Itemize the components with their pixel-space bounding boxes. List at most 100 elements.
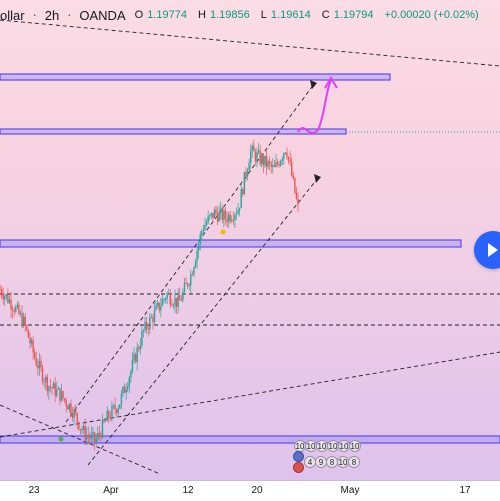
candle-body bbox=[190, 274, 192, 286]
candle-body bbox=[231, 219, 233, 222]
candle-body bbox=[49, 386, 52, 388]
candle-body bbox=[186, 283, 189, 287]
candle-body bbox=[92, 432, 94, 435]
candle-body bbox=[168, 292, 170, 294]
event-badge[interactable]: 8 bbox=[348, 456, 360, 468]
candle-body bbox=[295, 192, 298, 199]
symbol-name[interactable]: ollar bbox=[0, 7, 25, 23]
candle-body bbox=[261, 155, 263, 164]
time-tick: 20 bbox=[251, 485, 263, 496]
candle-body bbox=[279, 161, 282, 166]
candle-body bbox=[223, 210, 225, 221]
candle-body bbox=[276, 162, 279, 164]
channel-upper[interactable] bbox=[65, 83, 315, 423]
close-value: 1.19794 bbox=[333, 9, 374, 21]
goto-realtime-button[interactable] bbox=[474, 231, 500, 269]
candle-body bbox=[153, 309, 156, 322]
candle-body bbox=[10, 299, 12, 310]
broker-label: OANDA bbox=[79, 7, 126, 23]
candle-body bbox=[158, 302, 160, 311]
trendline-downslope[interactable] bbox=[0, 404, 161, 475]
candle-body bbox=[179, 295, 181, 301]
candle-body bbox=[289, 159, 291, 163]
candle-body bbox=[294, 177, 296, 193]
candle-body bbox=[238, 207, 241, 211]
candle-body bbox=[37, 365, 39, 369]
candle-body bbox=[267, 161, 269, 167]
flag-us-icon[interactable] bbox=[293, 462, 304, 473]
candle-body bbox=[89, 436, 91, 439]
time-tick: 17 bbox=[459, 485, 471, 496]
candle-body bbox=[275, 162, 277, 167]
candle-body bbox=[253, 145, 255, 152]
channel-lower[interactable] bbox=[87, 177, 319, 466]
zone-rect-upper[interactable] bbox=[0, 128, 347, 135]
candle-body bbox=[45, 376, 47, 382]
candle-body bbox=[74, 409, 77, 414]
candle-body bbox=[161, 299, 164, 306]
play-arrow-icon bbox=[488, 243, 498, 257]
candle-body bbox=[226, 218, 228, 223]
candle-body bbox=[205, 222, 208, 226]
candle-body bbox=[243, 171, 246, 195]
projection-path[interactable] bbox=[297, 79, 332, 134]
flag-eu-icon[interactable] bbox=[293, 451, 304, 462]
candle-body bbox=[112, 405, 115, 407]
time-axis[interactable]: 23 Apr 12 20 May 17 bbox=[0, 480, 500, 501]
candle-body bbox=[248, 163, 250, 171]
chart-pane[interactable] bbox=[0, 0, 500, 480]
channel-lower-arrow bbox=[314, 174, 321, 183]
candle-body bbox=[63, 398, 66, 401]
zone-rect-bottom[interactable] bbox=[0, 435, 500, 444]
candle-body bbox=[133, 354, 135, 361]
candle-body bbox=[22, 316, 25, 327]
interval-label[interactable]: 2h bbox=[44, 7, 60, 23]
candle-body bbox=[7, 294, 9, 303]
candle-body bbox=[207, 216, 209, 223]
candle-body bbox=[242, 188, 244, 195]
candle-body bbox=[114, 405, 116, 410]
candle-body bbox=[204, 225, 206, 231]
candle-body bbox=[11, 309, 14, 311]
candle-body bbox=[194, 261, 197, 268]
candle-body bbox=[122, 386, 124, 394]
candle-body bbox=[234, 214, 236, 220]
candle-body bbox=[196, 250, 198, 262]
zone-rect-middle[interactable] bbox=[0, 239, 462, 248]
high-label: H bbox=[198, 9, 206, 21]
candle-body bbox=[246, 170, 249, 177]
time-tick: Apr bbox=[103, 485, 119, 496]
candle-body bbox=[27, 329, 30, 338]
candle-body bbox=[268, 161, 271, 164]
candle-body bbox=[18, 304, 20, 314]
candle-body bbox=[120, 393, 123, 405]
candle-body bbox=[232, 219, 235, 221]
candle-body bbox=[142, 330, 145, 332]
high-marker bbox=[220, 229, 226, 235]
candle-body bbox=[139, 345, 142, 350]
candle-body bbox=[59, 387, 61, 401]
candle-body bbox=[147, 328, 149, 330]
candle-body bbox=[172, 305, 175, 307]
candle-body bbox=[0, 289, 3, 296]
candle-body bbox=[202, 230, 205, 232]
candle-body bbox=[54, 383, 56, 396]
candle-body bbox=[155, 305, 157, 310]
candle-body bbox=[84, 426, 86, 440]
candle-body bbox=[125, 389, 127, 393]
trendline-lower[interactable] bbox=[0, 351, 500, 438]
time-tick: 12 bbox=[182, 485, 194, 496]
candle-body bbox=[101, 419, 104, 438]
close-label: C bbox=[321, 9, 330, 21]
candle-series[interactable] bbox=[0, 139, 299, 451]
zone-rect-top[interactable] bbox=[0, 73, 391, 81]
candle-body bbox=[70, 403, 72, 414]
event-badge[interactable]: 10 bbox=[349, 440, 361, 452]
candle-body bbox=[145, 321, 148, 329]
candle-body bbox=[2, 295, 4, 300]
candle-body bbox=[284, 152, 287, 154]
trendline-top[interactable] bbox=[0, 19, 500, 67]
candle-body bbox=[90, 434, 93, 439]
event-badge[interactable]: 9 bbox=[315, 456, 327, 468]
